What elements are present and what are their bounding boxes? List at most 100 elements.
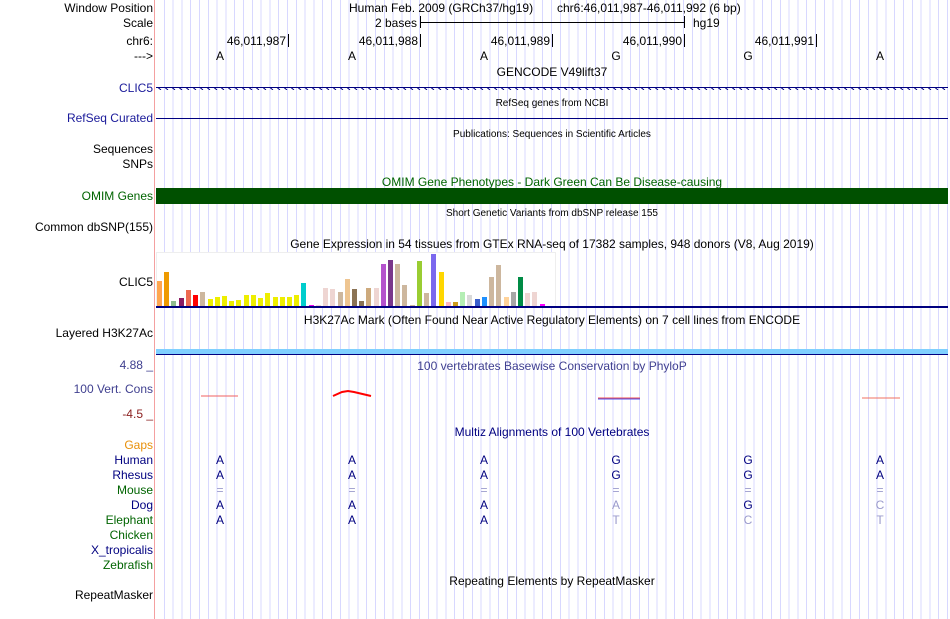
gtex-tissue-bar[interactable] bbox=[438, 272, 444, 306]
gtex-tissue-bar[interactable] bbox=[380, 263, 386, 306]
refseq-gene-line[interactable] bbox=[156, 118, 948, 119]
gtex-tissue-bar[interactable] bbox=[279, 297, 285, 306]
gtex-tissue-bar[interactable] bbox=[323, 287, 329, 306]
species-label-gaps[interactable]: Gaps bbox=[124, 438, 153, 452]
omim-gene-bar[interactable] bbox=[156, 188, 948, 204]
species-label-human[interactable]: Human bbox=[114, 453, 153, 467]
gtex-tissue-bar[interactable] bbox=[373, 287, 379, 306]
gtex-tissue-bar[interactable] bbox=[200, 291, 206, 306]
gtex-tissue-bar[interactable] bbox=[286, 297, 292, 306]
clic5-gene-model[interactable] bbox=[156, 87, 948, 90]
gtex-tissue-bar[interactable] bbox=[489, 277, 495, 306]
gtex-tissue-bar[interactable] bbox=[416, 260, 422, 306]
gtex-tissue-bar[interactable] bbox=[221, 296, 227, 306]
alignment-base: G bbox=[743, 498, 753, 512]
gtex-tissue-bar[interactable] bbox=[388, 259, 394, 306]
gtex-tissue-bar[interactable] bbox=[330, 288, 336, 306]
alignment-base: A bbox=[347, 453, 357, 467]
alignment-base: A bbox=[215, 513, 225, 527]
gtex-tissue-bar[interactable] bbox=[395, 263, 401, 306]
gtex-tissue-bar[interactable] bbox=[344, 279, 350, 306]
gtex-tissue-bar[interactable] bbox=[157, 280, 162, 306]
gtex-tissue-bar[interactable] bbox=[402, 284, 408, 306]
gtex-tissue-bar[interactable] bbox=[460, 291, 466, 306]
label-refseq[interactable]: RefSeq Curated bbox=[66, 111, 153, 125]
alignment-base: A bbox=[479, 513, 489, 527]
alignment-base: A bbox=[875, 468, 885, 482]
gtex-tissue-bar[interactable] bbox=[164, 272, 170, 306]
gtex-tissue-bar[interactable] bbox=[424, 293, 430, 306]
gtex-tissue-bar[interactable] bbox=[308, 305, 314, 306]
gtex-tissue-bar[interactable] bbox=[496, 264, 502, 306]
species-label-x_tropicalis[interactable]: X_tropicalis bbox=[90, 543, 153, 557]
gtex-tissue-bar[interactable] bbox=[185, 289, 191, 306]
species-label-elephant[interactable]: Elephant bbox=[105, 513, 153, 527]
gtex-tissue-bar[interactable] bbox=[272, 297, 278, 306]
gtex-tissue-bar[interactable] bbox=[236, 300, 242, 306]
gtex-tissue-bar[interactable] bbox=[214, 297, 220, 306]
species-label-dog[interactable]: Dog bbox=[130, 498, 153, 512]
gtex-tissue-bar[interactable] bbox=[431, 254, 437, 306]
gtex-tissue-bar[interactable] bbox=[207, 299, 213, 306]
gtex-tissue-bar[interactable] bbox=[366, 287, 372, 306]
gtex-tissue-bar[interactable] bbox=[445, 302, 451, 306]
gtex-tissue-bar[interactable] bbox=[258, 298, 264, 306]
alignment-base: = bbox=[744, 483, 752, 497]
alignment-base: A bbox=[875, 453, 885, 467]
reference-base: A bbox=[347, 49, 357, 63]
gtex-tissue-bar[interactable] bbox=[518, 277, 523, 306]
gtex-tissue-bar[interactable] bbox=[337, 291, 343, 306]
ruler-tick-label: 46,011,988 bbox=[358, 34, 418, 48]
gtex-tissue-bar[interactable] bbox=[265, 293, 271, 306]
alignment-base: A bbox=[479, 468, 489, 482]
gtex-tissue-bar[interactable] bbox=[193, 295, 199, 306]
species-label-chicken[interactable]: Chicken bbox=[109, 528, 153, 542]
gtex-tissue-bar[interactable] bbox=[351, 288, 357, 306]
species-label-mouse[interactable]: Mouse bbox=[116, 483, 153, 497]
gtex-tissue-bar[interactable] bbox=[474, 299, 480, 306]
gtex-baseline bbox=[156, 306, 948, 308]
gtex-tissue-bar[interactable] bbox=[481, 297, 487, 306]
gtex-tissue-bar[interactable] bbox=[229, 301, 235, 306]
gtex-tissue-bar[interactable] bbox=[539, 304, 545, 306]
gtex-tissue-bar[interactable] bbox=[171, 301, 177, 306]
h3k27ac-signal[interactable] bbox=[156, 349, 948, 355]
publications-title: Publications: Sequences in Scientific Ar… bbox=[453, 129, 651, 140]
label-dbsnp[interactable]: Common dbSNP(155) bbox=[34, 220, 153, 234]
alignment-base: A bbox=[611, 498, 621, 512]
label-gtex-clic5[interactable]: CLIC5 bbox=[118, 275, 153, 289]
gtex-tissue-bar[interactable] bbox=[525, 293, 531, 306]
gtex-tissue-bar[interactable] bbox=[178, 297, 184, 306]
label-omim[interactable]: OMIM Genes bbox=[81, 189, 153, 203]
ruler-tick-label: 46,011,991 bbox=[754, 34, 814, 48]
gtex-tissue-bar[interactable] bbox=[243, 295, 249, 306]
gtex-bar-chart[interactable] bbox=[156, 252, 556, 307]
phylop-plot[interactable] bbox=[156, 385, 948, 405]
label-cons-max: 4.88 _ bbox=[119, 358, 153, 372]
scale-label: 2 bases bbox=[374, 16, 417, 30]
gtex-tissue-bar[interactable] bbox=[467, 295, 473, 306]
label-sequences[interactable]: Sequences bbox=[92, 142, 153, 156]
alignment-base: = bbox=[480, 483, 488, 497]
gtex-tissue-bar[interactable] bbox=[532, 291, 538, 306]
position-title: chr6:46,011,987-46,011,992 (6 bp) bbox=[557, 1, 741, 15]
ruler-tick-label: 46,011,989 bbox=[490, 34, 550, 48]
gtex-tissue-bar[interactable] bbox=[453, 302, 459, 306]
label-snps[interactable]: SNPs bbox=[122, 157, 153, 171]
gtex-tissue-bar[interactable] bbox=[315, 305, 321, 306]
label-cons[interactable]: 100 Vert. Cons bbox=[73, 382, 153, 396]
gtex-tissue-bar[interactable] bbox=[301, 282, 307, 306]
species-label-rhesus[interactable]: Rhesus bbox=[112, 468, 153, 482]
label-h3k27ac[interactable]: Layered H3K27Ac bbox=[55, 326, 153, 340]
label-clic5[interactable]: CLIC5 bbox=[118, 81, 153, 95]
species-label-zebrafish[interactable]: Zebrafish bbox=[102, 558, 153, 572]
gtex-tissue-bar[interactable] bbox=[503, 297, 509, 306]
h3k27ac-title: H3K27Ac Mark (Often Found Near Active Re… bbox=[303, 313, 801, 327]
gtex-tissue-bar[interactable] bbox=[359, 301, 365, 306]
label-repeatmasker[interactable]: RepeatMasker bbox=[74, 588, 153, 602]
gtex-tissue-bar[interactable] bbox=[294, 295, 300, 306]
gtex-tissue-bar[interactable] bbox=[510, 291, 516, 306]
gtex-tissue-bar[interactable] bbox=[250, 295, 256, 306]
gtex-tissue-bar[interactable] bbox=[409, 305, 415, 306]
alignment-base: C bbox=[875, 498, 885, 512]
